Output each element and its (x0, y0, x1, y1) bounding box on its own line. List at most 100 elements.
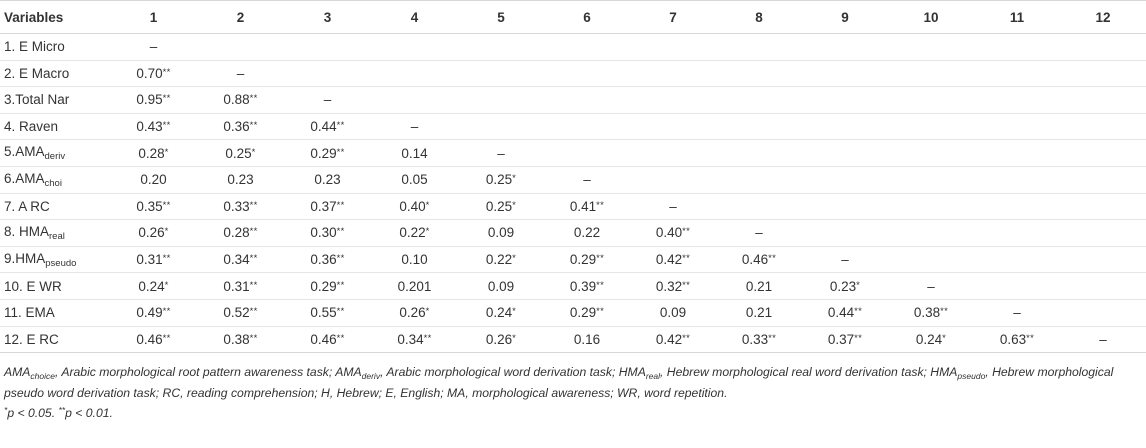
correlation-cell: 0.44** (284, 113, 371, 141)
significance-marker: ** (596, 279, 605, 291)
significance-marker: ** (596, 306, 605, 318)
correlation-cell (1060, 33, 1146, 61)
correlation-cell: – (458, 139, 544, 167)
note-text: , Hebrew morphological pseudo word deriv… (4, 365, 1114, 401)
significance-marker: * (425, 226, 430, 238)
correlation-cell: 0.37** (802, 326, 888, 354)
correlation-cell (802, 86, 888, 114)
correlation-cell (630, 166, 716, 194)
header-col-11: 11 (974, 0, 1060, 34)
row-label-subscript: choi (44, 177, 62, 189)
table-row: 5.AMAderiv 0.28* 0.25* 0.29** 0.14– (0, 139, 1146, 167)
correlation-cell: 0.23* (802, 272, 888, 300)
correlation-cell: 0.23 (284, 166, 371, 194)
correlation-cell: 0.43** (110, 113, 197, 141)
significance-marker: * (856, 279, 861, 291)
significance-marker: ** (249, 226, 258, 238)
correlation-cell (1060, 60, 1146, 88)
note-text: , Arabic morphological root pattern awar… (55, 365, 362, 380)
correlation-cell (716, 193, 802, 221)
correlation-cell (802, 193, 888, 221)
correlation-cell: 0.26* (371, 299, 458, 327)
table-row: 1. E Micro – (0, 33, 1146, 61)
table-row: 8. HMAreal 0.26* 0.28** 0.30** 0.22* 0.09 0.22… (0, 219, 1146, 247)
correlation-cell (630, 113, 716, 141)
significance-marker: ** (249, 120, 258, 132)
correlation-cell (1060, 166, 1146, 194)
significance-marker: ** (854, 332, 863, 344)
correlation-cell (544, 33, 630, 61)
correlation-cell (802, 33, 888, 61)
correlation-cell: 0.35** (110, 193, 197, 221)
correlation-cell: 0.09 (458, 272, 544, 300)
correlation-cell: 0.63** (974, 326, 1060, 354)
correlation-cell: 0.55** (284, 299, 371, 327)
header-col-7: 7 (630, 0, 716, 34)
correlation-cell: 0.24* (888, 326, 974, 354)
significance-marker: ** (336, 253, 345, 265)
significance-marker: ** (768, 253, 777, 265)
correlation-cell (802, 113, 888, 141)
correlation-cell: – (802, 246, 888, 274)
correlation-cell: 0.09 (458, 219, 544, 247)
correlation-cell: 0.34** (371, 326, 458, 354)
correlation-cell: 0.28* (110, 139, 197, 167)
correlation-cell: 0.31** (110, 246, 197, 274)
correlation-cell: – (371, 113, 458, 141)
correlation-cell: 0.20 (110, 166, 197, 194)
row-label: 5.AMAderiv (0, 139, 110, 167)
correlation-cell (888, 33, 974, 61)
correlation-cell: 0.201 (371, 272, 458, 300)
correlation-cell: 0.70** (110, 60, 197, 88)
significance-marker: ** (596, 253, 605, 265)
significance-marker: ** (249, 253, 258, 265)
row-label-subscript: real (49, 230, 65, 242)
row-label: 12. E RC (0, 326, 110, 354)
header-col-3: 3 (284, 0, 371, 34)
header-col-1: 1 (110, 0, 197, 34)
correlation-cell (716, 139, 802, 167)
significance-marker: ** (682, 253, 691, 265)
correlation-cell (1060, 193, 1146, 221)
correlation-cell (888, 139, 974, 167)
header-col-6: 6 (544, 0, 630, 34)
correlation-cell: 0.34** (197, 246, 284, 274)
significance-marker: ** (682, 279, 691, 291)
header-variables: Variables (0, 0, 110, 34)
significance-marker: ** (162, 66, 171, 78)
row-label: 10. E WR (0, 272, 110, 300)
correlation-cell: 0.16 (544, 326, 630, 354)
correlation-cell: 0.44** (802, 299, 888, 327)
row-label: 2. E Macro (0, 60, 110, 88)
significance-marker: ** (336, 120, 345, 132)
correlation-cell: 0.21 (716, 299, 802, 327)
significance-note: *p < 0.05. **p < 0.01. (4, 402, 1142, 422)
correlation-cell (544, 60, 630, 88)
significance-marker: * (164, 279, 169, 291)
correlation-cell (974, 166, 1060, 194)
header-col-12: 12 (1060, 0, 1146, 34)
correlation-cell (888, 60, 974, 88)
correlation-cell: 0.42** (630, 246, 716, 274)
correlation-cell (802, 219, 888, 247)
correlation-cell: 0.22* (458, 246, 544, 274)
significance-marker: * (164, 226, 169, 238)
correlation-cell: 0.40** (630, 219, 716, 247)
correlation-cell (974, 33, 1060, 61)
correlation-cell (630, 33, 716, 61)
table-header-row: Variables 1 2 3 4 5 6 7 8 9 10 11 12 (0, 0, 1146, 34)
header-col-2: 2 (197, 0, 284, 34)
correlation-cell: 0.40* (371, 193, 458, 221)
correlation-cell: 0.24* (110, 272, 197, 300)
correlation-cell (1060, 272, 1146, 300)
table-row: 2. E Macro 0.70** – (0, 60, 1146, 88)
correlation-cell (974, 86, 1060, 114)
correlation-cell: 0.28** (197, 219, 284, 247)
note-text: , Arabic morphological word derivation t… (380, 365, 646, 380)
correlation-cell: 0.88** (197, 86, 284, 114)
correlation-table: Variables 1 2 3 4 5 6 7 8 9 10 11 12 1. E Micro –2. E… (0, 0, 1146, 354)
correlation-cell (458, 33, 544, 61)
correlation-cell (888, 113, 974, 141)
correlation-cell: 0.23 (197, 166, 284, 194)
note-text: AMA (4, 365, 31, 380)
